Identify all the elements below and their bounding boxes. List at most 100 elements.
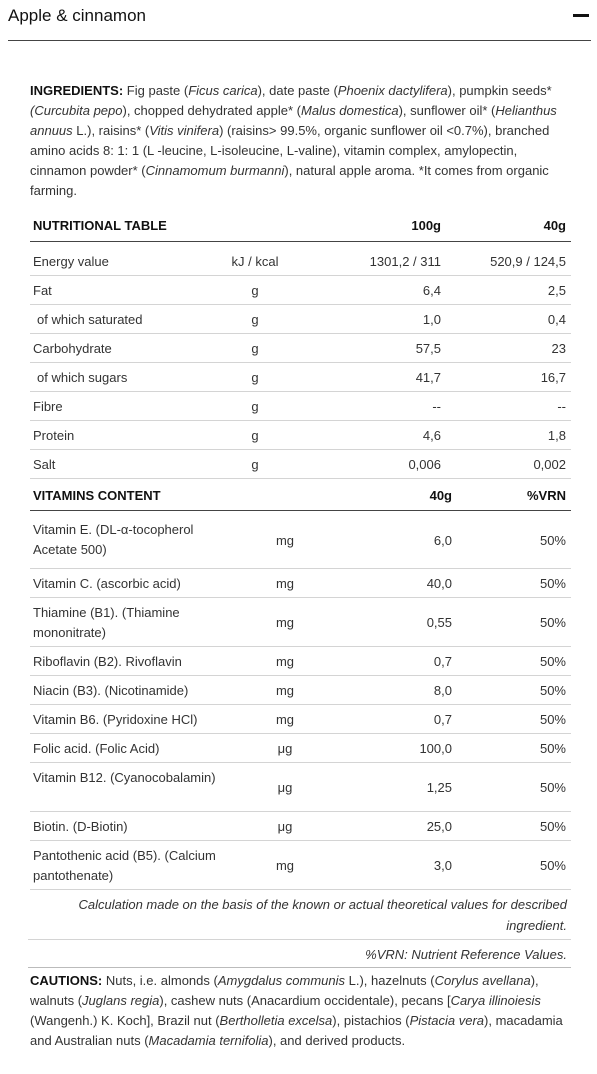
text-segment: ), sunflower oil* ( — [398, 103, 496, 118]
latin-name: (Curcubita pepo — [30, 103, 123, 118]
nutrient-unit: g — [251, 341, 259, 356]
latin-name: Macadamia ternifolia — [148, 1033, 269, 1048]
vitamin-row: Folic acid. (Folic Acid) μg 100,0 50% — [30, 734, 571, 763]
value-per-100g: 41,7 — [415, 370, 441, 385]
ingredients-paragraph: INGREDIENTS: Fig paste (Ficus carica), d… — [30, 81, 570, 201]
nutrition-row: Fat g 6,4 2,5 — [30, 276, 571, 305]
value-per-40g: -- — [557, 399, 566, 414]
nutrition-row: of which saturated g 1,0 0,4 — [30, 305, 571, 334]
vitamin-row: Riboflavin (B2). Rivoflavin mg 0,7 50% — [30, 647, 571, 676]
nutrition-row: Protein g 4,6 1,8 — [30, 421, 571, 450]
value-per-100g: 6,4 — [422, 283, 441, 298]
vitamins-table-title: VITAMINS CONTENT — [33, 488, 161, 503]
vitamin-unit: mg — [275, 654, 295, 669]
vitamin-unit: μg — [277, 741, 293, 756]
vitamin-value: 25,0 — [426, 819, 452, 834]
vitamin-row: Vitamin B6. (Pyridoxine HCl) mg 0,7 50% — [30, 705, 571, 734]
vitamin-name: Vitamin B6. (Pyridoxine HCl) — [33, 712, 198, 727]
value-per-100g: 0,006 — [408, 457, 441, 472]
column-40g: 40g — [429, 488, 452, 503]
nutrient-name: Protein — [33, 428, 75, 443]
nutritional-table-title: NUTRITIONAL TABLE — [33, 218, 167, 233]
vitamin-row: Biotin. (D-Biotin) μg 25,0 50% — [30, 812, 571, 841]
text-segment: L.), hazelnuts ( — [345, 973, 435, 988]
vitamin-name: Niacin (B3). (Nicotinamide) — [33, 683, 189, 698]
text-segment: (Wangenh.) K. Koch], Brazil nut ( — [30, 1013, 220, 1028]
nutrient-name: Fat — [33, 283, 52, 298]
nutrition-row: Fibre g -- -- — [30, 392, 571, 421]
value-per-100g: 57,5 — [415, 341, 441, 356]
value-per-40g: 16,7 — [540, 370, 566, 385]
vitamin-row: Vitamin B12. (Cyanocobalamin) μg 1,25 50% — [30, 763, 571, 812]
latin-name: Malus domestica — [301, 103, 399, 118]
vitamin-name: Thiamine (B1). (Thiamine mononitrate) — [33, 605, 180, 640]
nutrient-unit: g — [251, 399, 259, 414]
vitamin-unit: mg — [275, 615, 295, 630]
column-vrn: %VRN — [526, 488, 566, 503]
text-segment: ), chopped dehydrated apple* ( — [122, 103, 302, 118]
nutrition-row: of which sugars g 41,7 16,7 — [30, 363, 571, 392]
divider — [28, 939, 571, 940]
vitamins-table: VITAMINS CONTENT 40g %VRN Vitamin E. (DL… — [30, 481, 571, 890]
vitamin-unit: mg — [275, 683, 295, 698]
nutrient-name: of which saturated — [37, 312, 143, 327]
value-per-40g: 0,002 — [533, 457, 566, 472]
section-title: Apple & cinnamon — [8, 6, 146, 25]
vitamin-value: 0,7 — [433, 654, 452, 669]
vitamin-value: 0,7 — [433, 712, 452, 727]
vitamin-vrn: 50% — [539, 712, 566, 727]
vitamin-name: Biotin. (D-Biotin) — [33, 819, 128, 834]
text-segment: ), date paste ( — [257, 83, 338, 98]
nutrient-unit: g — [251, 370, 259, 385]
vitamin-value: 100,0 — [419, 741, 452, 756]
text-segment: ), pumpkin seeds* — [447, 83, 552, 98]
value-per-100g: -- — [432, 399, 441, 414]
nutrient-name: Fibre — [33, 399, 63, 414]
text-segment: ), walnuts ( — [30, 973, 539, 1008]
vitamin-row: Niacin (B3). (Nicotinamide) mg 8,0 50% — [30, 676, 571, 705]
nutrient-unit: g — [251, 283, 259, 298]
latin-name: Amygdalus communis — [217, 973, 345, 988]
nutrient-unit: g — [251, 428, 259, 443]
latin-name: Cinnamomum burmanni — [145, 163, 285, 178]
vitamin-unit: μg — [277, 819, 293, 834]
nutrient-unit: kJ / kcal — [231, 254, 279, 269]
nutrient-name: of which sugars — [37, 370, 128, 385]
vitamin-vrn: 50% — [539, 683, 566, 698]
latin-name: Juglans regia — [82, 993, 160, 1008]
vitamin-name: Pantothenic acid (B5). (Calcium pantothe… — [33, 848, 216, 883]
vitamin-value: 1,25 — [426, 780, 452, 795]
vitamin-value: 40,0 — [426, 576, 452, 591]
vitamin-vrn: 50% — [539, 533, 566, 548]
text-segment: ), cashew nuts (Anacardium occidentale),… — [159, 993, 451, 1008]
latin-name: Bertholletia excelsa — [219, 1013, 333, 1028]
text-segment: ), natural apple aroma. *It comes from o… — [30, 163, 549, 198]
vitamin-vrn: 50% — [539, 741, 566, 756]
vitamin-unit: mg — [275, 533, 295, 548]
vitamin-vrn: 50% — [539, 819, 566, 834]
nutrient-name: Salt — [33, 457, 56, 472]
latin-name: Pistacia vera — [409, 1013, 485, 1028]
vitamin-value: 3,0 — [433, 858, 452, 873]
vitamin-unit: mg — [275, 576, 295, 591]
value-per-100g: 4,6 — [422, 428, 441, 443]
text-segment: ) (raisins> 99.5%, organic sunflower oil… — [30, 123, 550, 178]
accordion-header[interactable]: Apple & cinnamon — [8, 0, 591, 41]
vitamin-name: Riboflavin (B2). Rivoflavin — [33, 654, 182, 669]
vitamin-row: Vitamin C. (ascorbic acid) mg 40,0 50% — [30, 569, 571, 598]
collapse-minus-icon[interactable] — [573, 14, 589, 17]
vitamin-name: Vitamin C. (ascorbic acid) — [33, 576, 181, 591]
vitamin-value: 8,0 — [433, 683, 452, 698]
latin-name: Phoenix dactylifera — [337, 83, 448, 98]
cautions-paragraph: CAUTIONS: Nuts, i.e. almonds (Amygdalus … — [30, 971, 570, 1051]
vitamin-row: Vitamin E. (DL-α-tocopherol Acetate 500)… — [30, 511, 571, 569]
latin-name: Vitis vinifera — [149, 123, 220, 138]
nutrient-unit: g — [251, 457, 259, 472]
vitamin-vrn: 50% — [539, 858, 566, 873]
calculation-note: Calculation made on the basis of the kno… — [78, 897, 567, 933]
value-per-40g: 2,5 — [547, 283, 566, 298]
value-per-40g: 1,8 — [547, 428, 566, 443]
latin-name: Ficus carica — [188, 83, 258, 98]
nutritional-table: NUTRITIONAL TABLE 100g 40g Energy value k… — [30, 210, 571, 479]
text-segment: Fig paste ( — [126, 83, 189, 98]
